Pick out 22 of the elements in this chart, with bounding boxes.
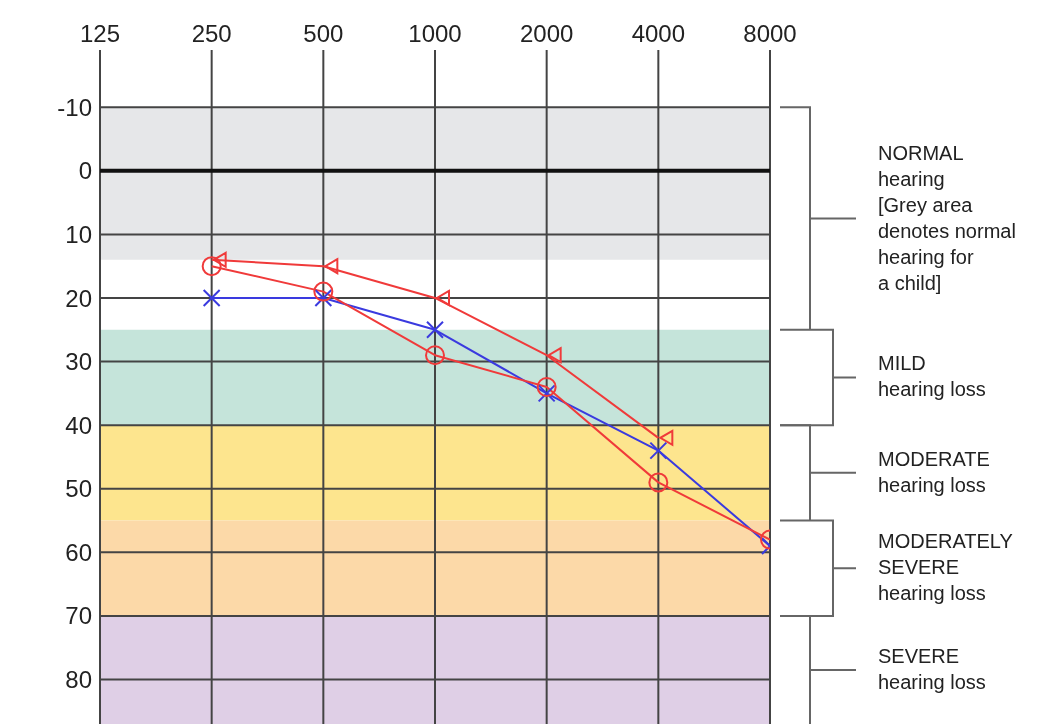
x-tick-label: 125 — [79, 20, 121, 47]
y-tick-label: 70 — [65, 602, 92, 630]
y-tick-label: 20 — [65, 284, 92, 312]
y-tick-label: 80 — [65, 666, 92, 694]
x-tick-label: 1000 — [408, 20, 462, 47]
text: SEVERE hearing loss — [878, 644, 986, 693]
y-tick-label: 30 — [65, 348, 92, 376]
text: MILD hearing loss — [878, 352, 986, 401]
text: MODERATE hearing loss — [878, 447, 990, 496]
x-tick-label: 4000 — [631, 20, 686, 47]
text: NORMAL hearing [Grey area denotes normal hearing for a child] — [878, 141, 1016, 294]
y-tick-label: -10 — [57, 93, 92, 121]
y-tick-label: 40 — [65, 411, 92, 439]
y-tick-label: 10 — [65, 220, 92, 248]
y-tick-label: 50 — [65, 475, 92, 503]
y-tick-label: 60 — [65, 538, 92, 566]
y-tick-label: 0 — [78, 157, 92, 185]
x-tick-label: 8000 — [743, 20, 797, 47]
x-tick-label: 250 — [191, 20, 232, 47]
text: MODERATELY SEVERE hearing loss — [878, 530, 1013, 605]
x-tick-label: 500 — [303, 20, 344, 47]
x-tick-label: 2000 — [519, 20, 574, 47]
